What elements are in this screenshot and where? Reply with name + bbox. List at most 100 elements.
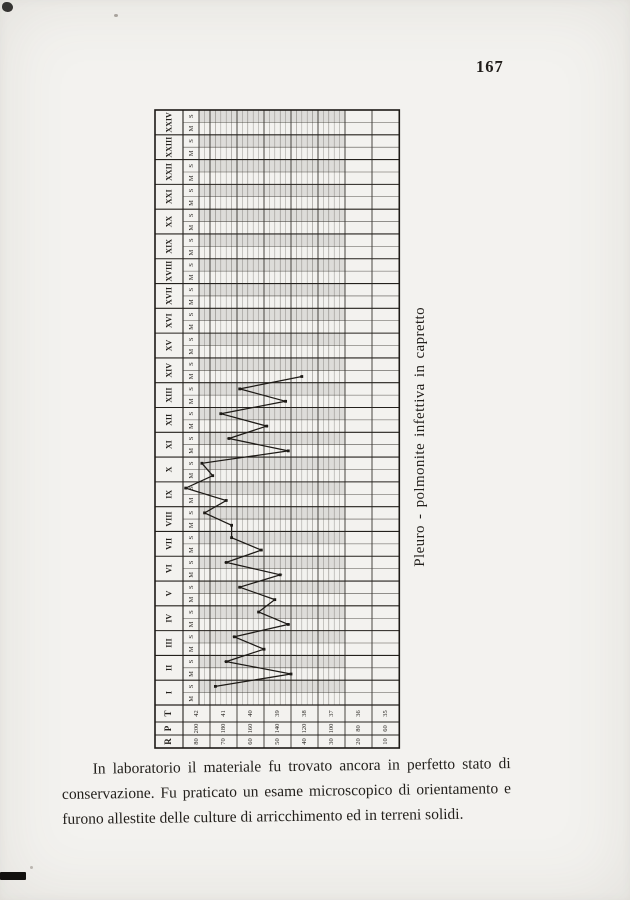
svg-text:M: M <box>188 696 195 702</box>
svg-text:XXI: XXI <box>165 189 174 204</box>
svg-text:100: 100 <box>328 724 335 734</box>
day-labels: I M S II M S III M S IV M S V M S VI M S VII M S VIII M S IX M S X M… <box>165 112 196 702</box>
svg-text:37: 37 <box>328 710 335 717</box>
svg-text:S: S <box>188 412 195 416</box>
svg-text:M: M <box>188 448 195 454</box>
svg-text:M: M <box>188 373 195 379</box>
svg-text:S: S <box>188 114 195 118</box>
svg-text:S: S <box>188 535 195 539</box>
svg-text:M: M <box>188 621 195 627</box>
svg-text:60: 60 <box>382 725 389 732</box>
svg-text:XIII: XIII <box>165 388 174 403</box>
svg-text:M: M <box>188 547 195 553</box>
svg-text:60: 60 <box>247 738 254 745</box>
svg-text:I: I <box>165 691 174 694</box>
svg-text:200: 200 <box>193 724 200 734</box>
svg-text:M: M <box>188 497 195 503</box>
svg-text:XIX: XIX <box>165 239 174 254</box>
svg-text:R: R <box>163 738 173 745</box>
svg-text:M: M <box>188 522 195 528</box>
svg-text:S: S <box>188 659 195 663</box>
svg-text:140: 140 <box>274 724 281 734</box>
svg-text:V: V <box>165 590 174 596</box>
svg-text:20: 20 <box>355 738 362 745</box>
svg-text:M: M <box>188 175 195 181</box>
svg-text:XII: XII <box>165 414 174 426</box>
svg-text:M: M <box>188 200 195 206</box>
svg-text:120: 120 <box>301 724 308 734</box>
svg-text:M: M <box>188 572 195 578</box>
svg-text:S: S <box>188 288 195 292</box>
svg-text:S: S <box>188 461 195 465</box>
svg-text:S: S <box>188 560 195 564</box>
svg-text:XXIV: XXIV <box>165 112 174 133</box>
svg-text:S: S <box>188 164 195 168</box>
svg-text:VII: VII <box>165 538 174 550</box>
svg-text:S: S <box>188 511 195 515</box>
svg-text:XVIII: XVIII <box>165 261 174 282</box>
svg-text:80: 80 <box>355 725 362 732</box>
svg-text:M: M <box>188 398 195 404</box>
svg-text:P: P <box>163 725 173 731</box>
svg-text:S: S <box>188 436 195 440</box>
svg-text:S: S <box>188 139 195 143</box>
svg-text:160: 160 <box>247 724 254 734</box>
svg-text:10: 10 <box>382 738 389 745</box>
scale-labels: T 42 41 40 39 38 37 36 35 P 200 180 160 140 120 100 80 60… <box>163 710 389 745</box>
figure-caption-text: Pleuro - polmonite infettiva in capretto <box>411 307 428 567</box>
scan-artifact-speck <box>114 14 118 17</box>
svg-text:M: M <box>188 225 195 231</box>
svg-text:XXII: XXII <box>165 163 174 181</box>
svg-text:T: T <box>163 710 173 716</box>
svg-text:XI: XI <box>165 440 174 449</box>
scan-artifact-blob <box>2 2 13 12</box>
svg-text:35: 35 <box>382 710 389 717</box>
svg-text:S: S <box>188 213 195 217</box>
svg-text:S: S <box>188 610 195 614</box>
svg-text:M: M <box>188 646 195 652</box>
svg-text:50: 50 <box>274 738 281 745</box>
page-number: 167 <box>476 57 504 76</box>
svg-text:IX: IX <box>165 490 174 499</box>
temperature-curve <box>183 375 304 688</box>
svg-text:30: 30 <box>328 738 335 745</box>
svg-text:M: M <box>188 473 195 479</box>
svg-text:38: 38 <box>301 710 308 717</box>
svg-text:S: S <box>188 188 195 192</box>
body-paragraph: In laboratorio il materiale fu trovato a… <box>62 751 512 832</box>
svg-text:XXIII: XXIII <box>165 137 174 158</box>
grid-shading <box>199 110 345 693</box>
svg-text:180: 180 <box>220 724 227 734</box>
svg-text:70: 70 <box>220 738 227 745</box>
svg-text:S: S <box>188 585 195 589</box>
svg-text:M: M <box>188 150 195 156</box>
svg-text:IV: IV <box>165 614 174 623</box>
svg-text:S: S <box>188 362 195 366</box>
svg-text:XIV: XIV <box>165 363 174 378</box>
svg-text:M: M <box>188 597 195 603</box>
svg-text:S: S <box>188 684 195 688</box>
svg-text:VIII: VIII <box>165 512 174 527</box>
svg-text:41: 41 <box>220 710 227 717</box>
svg-text:S: S <box>188 486 195 490</box>
svg-text:M: M <box>188 274 195 280</box>
svg-text:S: S <box>188 387 195 391</box>
svg-text:XVI: XVI <box>165 313 174 328</box>
svg-text:XX: XX <box>165 216 174 228</box>
svg-text:X: X <box>165 466 174 472</box>
svg-text:XVII: XVII <box>165 287 174 305</box>
svg-text:VI: VI <box>165 564 174 573</box>
svg-text:M: M <box>188 349 195 355</box>
scan-artifact-speck <box>30 866 33 869</box>
figure-caption: Pleuro - polmonite infettiva in capretto <box>404 292 436 582</box>
svg-text:II: II <box>165 665 174 671</box>
svg-text:M: M <box>188 671 195 677</box>
svg-text:III: III <box>165 638 174 647</box>
svg-text:M: M <box>188 423 195 429</box>
svg-text:M: M <box>188 125 195 131</box>
scan-artifact-dash <box>0 872 26 880</box>
svg-text:40: 40 <box>247 710 254 717</box>
svg-text:S: S <box>188 635 195 639</box>
